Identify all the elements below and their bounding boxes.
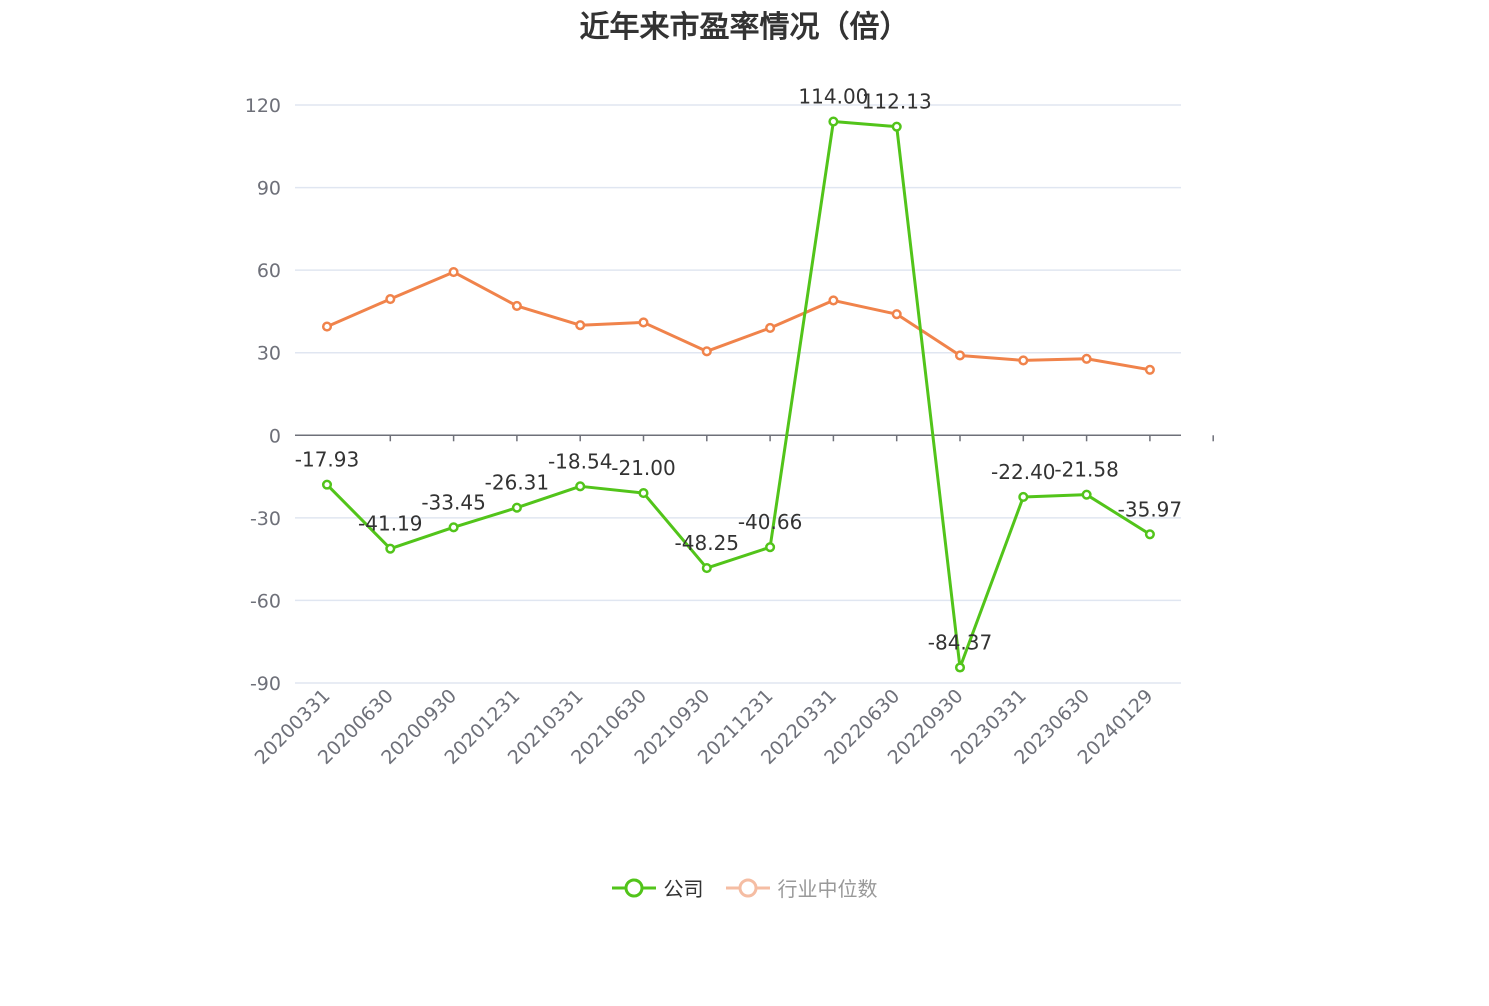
y-tick-label: -30 [250, 508, 281, 530]
data-label-company: -35.97 [1118, 497, 1182, 521]
data-point-industry-median[interactable] [1081, 353, 1092, 364]
data-label-company: 114.00 [798, 85, 868, 109]
data-label-company: -26.31 [485, 471, 549, 495]
chart-title: 近年来市盈率情况（倍） [579, 10, 910, 45]
data-point-company[interactable] [1018, 491, 1029, 502]
data-point-industry-median[interactable] [321, 321, 333, 332]
data-label-company: -17.93 [295, 448, 359, 472]
data-point-company[interactable] [321, 479, 333, 490]
data-point-industry-median[interactable] [511, 300, 522, 311]
data-point-company[interactable] [954, 662, 966, 673]
data-label-company: -41.19 [358, 512, 422, 536]
data-point-company[interactable] [511, 502, 522, 513]
y-tick-label: 60 [257, 260, 281, 282]
data-point-company[interactable] [448, 522, 459, 533]
data-point-industry-median[interactable] [638, 317, 649, 328]
legend-marker-industry-median [725, 878, 770, 897]
data-point-industry-median[interactable] [891, 309, 902, 320]
data-point-company[interactable] [385, 543, 396, 554]
legend: 公司 行业中位数 [0, 873, 1489, 902]
data-point-company[interactable] [575, 481, 586, 492]
data-point-industry-median[interactable] [385, 293, 396, 305]
y-tick-label: -90 [250, 673, 281, 695]
legend-label-industry-median: 行业中位数 [777, 877, 878, 901]
data-point-industry-median[interactable] [954, 350, 966, 361]
data-point-company[interactable] [765, 542, 776, 553]
legend-item-industry-median[interactable]: 行业中位数 [725, 873, 878, 902]
data-point-industry-median[interactable] [828, 295, 839, 306]
series-line-industry-median [326, 270, 1151, 372]
series-layer [321, 116, 1155, 673]
data-label-company: -21.58 [1054, 458, 1118, 482]
data-point-industry-median[interactable] [1144, 364, 1155, 375]
data-label-company: -21.00 [611, 456, 675, 480]
y-tick-label: 0 [269, 425, 281, 447]
y-tick-label: 90 [257, 178, 281, 200]
data-point-industry-median[interactable] [575, 320, 586, 331]
data-point-industry-median[interactable] [701, 346, 712, 357]
legend-label-company: 公司 [663, 877, 704, 901]
data-point-company[interactable] [638, 488, 649, 499]
data-label-company: -18.54 [548, 449, 612, 473]
data-point-industry-median[interactable] [765, 322, 776, 333]
data-point-company[interactable] [1081, 489, 1092, 500]
y-tick-label: -60 [250, 590, 281, 612]
data-labels: -17.93 -41.19-33.45-26.31-18.54-21.00 -48.… [295, 85, 1182, 655]
data-point-company[interactable] [828, 116, 839, 127]
data-label-company: -48.25 [675, 531, 739, 555]
legend-item-company[interactable]: 公司 [611, 873, 704, 902]
data-label-company: -22.40 [991, 460, 1055, 484]
grid-lines [295, 104, 1181, 684]
data-label-company: -40.66 [738, 510, 802, 534]
data-point-company[interactable] [891, 121, 902, 132]
data-point-industry-median[interactable] [448, 267, 459, 278]
data-point-industry-median[interactable] [1018, 355, 1029, 366]
data-label-company: -84.37 [928, 631, 992, 655]
y-tick-label: 120 [245, 95, 281, 117]
y-tick-label: 30 [257, 343, 281, 365]
legend-marker-company [611, 878, 656, 897]
data-label-company: -33.45 [421, 490, 485, 514]
data-point-company[interactable] [701, 563, 712, 574]
axes: 1209060300-30-60-90202003312020063020200… [245, 95, 1214, 769]
data-point-company[interactable] [1144, 529, 1155, 540]
data-label-company: 112.13 [862, 90, 932, 114]
series-line-company [325, 120, 1151, 670]
